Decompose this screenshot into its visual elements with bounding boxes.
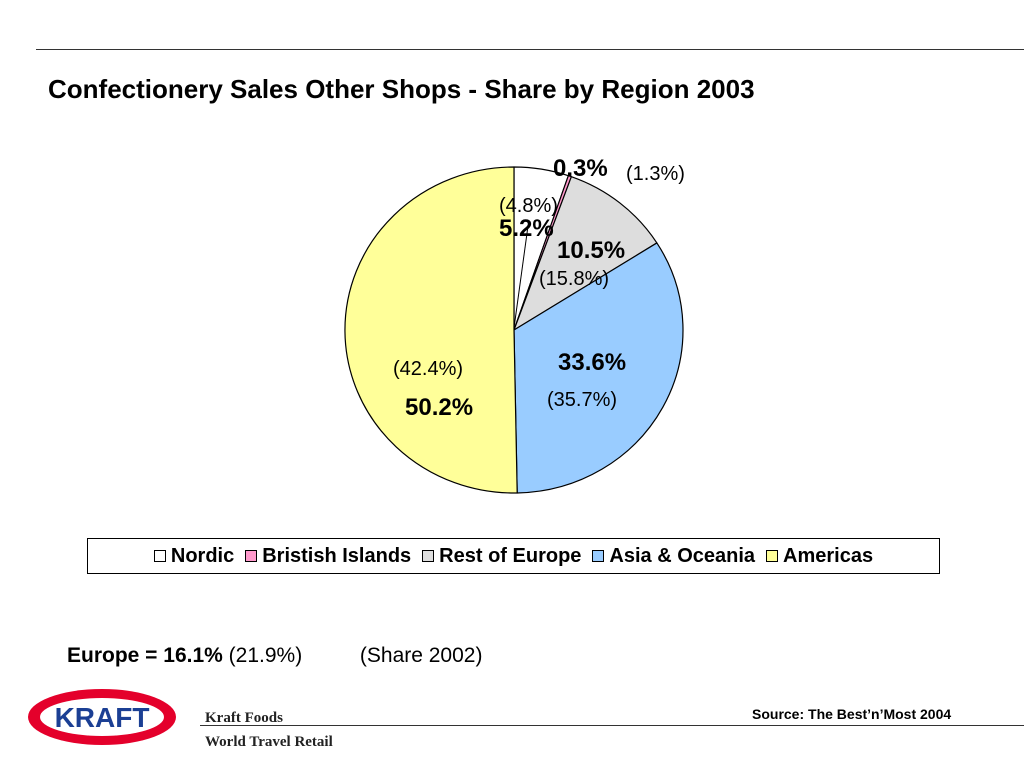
legend-item-asia-oceania: Asia & Oceania [592, 545, 755, 568]
legend-swatch-nordic [153, 550, 166, 562]
company-name: Kraft Foods [205, 710, 283, 726]
kraft-logo: KRAFT [28, 689, 176, 745]
pie-chart: 0.3% (1.3%) (4.8%) 5.2% 10.5% (15.8%) 33… [344, 155, 685, 494]
europe-summary: Europe = 16.1% (21.9%) (Share 2002) [67, 644, 482, 668]
legend-label-asia-oceania: Asia & Oceania [609, 544, 756, 567]
logo-text: KRAFT [55, 702, 150, 733]
logo-inner-oval [40, 698, 164, 736]
pie-slice-asia-oceania [513, 242, 684, 494]
label-nordic-prev: (4.8%) [499, 195, 558, 217]
legend-swatch-asia-oceania [592, 550, 605, 562]
label-americas-value: 50.2% [405, 394, 473, 421]
label-bristish-islands-value: 0.3% [553, 155, 608, 182]
legend-swatch-bristish-islands [245, 550, 258, 562]
share-2002-note: (Share 2002) [359, 644, 483, 667]
legend-label-rest-of-europe: Rest of Europe [439, 544, 582, 567]
source-note: Source: The Best’n’Most 2004 [752, 706, 952, 722]
footer-divider [200, 725, 1024, 726]
label-bristish-islands-prev: (1.3%) [626, 163, 685, 185]
legend-item-nordic: Nordic [153, 544, 235, 568]
legend-label-bristish-islands: Bristish Islands [262, 544, 412, 567]
legend-label-americas: Americas [783, 544, 874, 567]
leader-line-nordic [513, 225, 529, 329]
label-rest-of-europe-prev: (15.8%) [539, 268, 609, 290]
slide-title: Confectionery Sales Other Shops - Share … [48, 74, 755, 104]
company-block: Kraft Foods World Travel Retail [205, 706, 333, 754]
data-labels: 0.3% (1.3%) (4.8%) 5.2% 10.5% (15.8%) 33… [393, 155, 685, 421]
label-asia-oceania-value: 33.6% [558, 349, 626, 376]
label-nordic-value: 5.2% [499, 215, 554, 242]
pie-slice-americas [344, 166, 518, 494]
legend-swatch-americas [766, 550, 779, 562]
top-divider [36, 49, 1024, 50]
legend-swatch-rest-of-europe [422, 550, 435, 562]
company-division: World Travel Retail [205, 734, 333, 750]
pie-slice-rest-of-europe [513, 176, 658, 331]
europe-share-2002: (21.9%) [228, 644, 303, 667]
legend-label-nordic: Nordic [170, 544, 235, 567]
legend-item-rest-of-europe: Rest of Europe [422, 545, 581, 568]
chart-legend: Nordic Bristish Islands Rest of Europe A… [87, 538, 940, 574]
legend-item-americas: Americas [766, 545, 873, 568]
label-asia-oceania-prev: (35.7%) [547, 389, 617, 411]
europe-share-2003: Europe = 16.1% [67, 644, 223, 667]
label-americas-prev: (42.4%) [393, 358, 463, 380]
label-rest-of-europe-value: 10.5% [557, 237, 625, 264]
legend-item-bristish-islands: Bristish Islands [245, 545, 411, 568]
pie-slices [344, 166, 684, 494]
leader-lines [513, 225, 529, 329]
